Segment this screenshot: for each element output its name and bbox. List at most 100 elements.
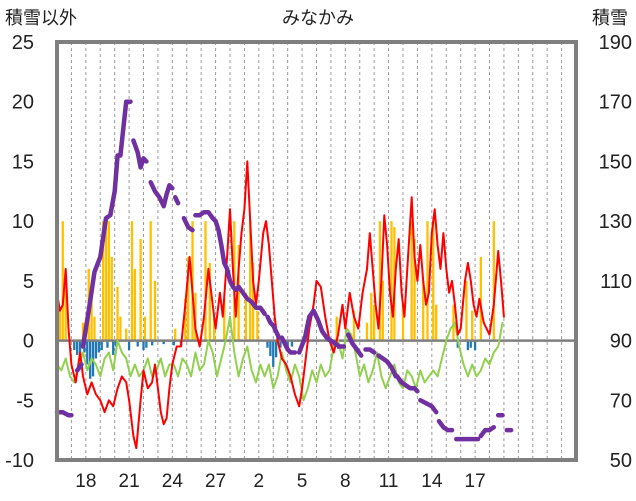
snowfall_bars-bar (365, 322, 369, 341)
snow_depth-line (181, 215, 195, 233)
snowfall_bars-bar (237, 245, 240, 341)
left-axis-ticks: 25 20 15 10 5 0 -5 -10 (5, 32, 34, 472)
left-axis-label: 積雪以外 (5, 8, 77, 29)
precip_bars-bar (106, 340, 109, 348)
snowfall_bars-bar (174, 328, 177, 341)
precip_bars-bar (473, 340, 477, 351)
snow_depth-line (345, 332, 364, 358)
precip_bars-bar (94, 340, 98, 359)
precip_bars-bar (76, 340, 79, 355)
precip_bars-bar (162, 340, 165, 345)
snowfall_bars-bar (465, 280, 468, 341)
snowfall_bars-bar (107, 221, 111, 341)
snowfall_bars-bar (143, 316, 147, 341)
snowfall_bars-bar (492, 221, 495, 341)
precip_bars-bar (112, 340, 115, 355)
precip_bars-bar (114, 340, 118, 347)
snowfall_bars-bar (104, 227, 108, 341)
precip_bars-bar (279, 340, 282, 348)
snowfall_bars-bar (378, 221, 382, 341)
snowfall_bars-bar (110, 256, 113, 341)
snow_depth-line (148, 180, 175, 209)
snow_depth-line (80, 99, 133, 349)
x-tick-label: 5 (297, 471, 308, 492)
snowfall_bars-bar (81, 322, 85, 341)
precip_bars-bar (269, 340, 272, 357)
precip_bars-bar (172, 340, 175, 346)
precip_bars-bar (145, 340, 148, 348)
snowfall_bars-bar (413, 239, 416, 341)
snowfall_bars-bar (93, 316, 96, 341)
x-tick-label: 17 (465, 471, 486, 492)
snowfall_bars-bar (139, 239, 142, 341)
precip_bars-bar (290, 340, 294, 347)
left-tick-label: 25 (12, 32, 34, 54)
right-tick-label: 190 (599, 32, 632, 54)
snow_depth-line (436, 418, 455, 433)
snowfall_bars-bar (249, 221, 252, 341)
left-tick-label: -10 (5, 450, 34, 472)
right-tick-label: 90 (610, 331, 632, 353)
right-tick-label: 110 (600, 271, 632, 293)
snowfall_bars-bar (187, 256, 190, 341)
x-tick-label: 2 (254, 471, 265, 492)
snowfall_bars-bar (256, 310, 259, 341)
right-tick-label: 50 (610, 450, 632, 472)
precip_bars-bar (136, 340, 139, 347)
x-tick-label: 8 (340, 471, 351, 492)
precip_bars-bar (91, 340, 95, 377)
right-tick-label: 170 (599, 92, 632, 114)
snowfall_bars-bar (153, 280, 157, 341)
left-tick-label: 15 (12, 151, 34, 173)
snowfall_bars-bar (352, 310, 356, 341)
right-tick-label: 70 (610, 390, 632, 412)
snowfall_bars-bar (401, 304, 405, 341)
snowfall_bars-bar (133, 268, 137, 341)
precip_bars-bar (73, 340, 76, 351)
snowfall_bars-bar (244, 292, 248, 341)
plot-frame (55, 40, 578, 462)
x-tick-label: 24 (162, 471, 184, 492)
snow_depth-line (478, 424, 497, 439)
snowfall_bars-bar (381, 280, 384, 341)
snowfall_bars-bar (64, 274, 67, 341)
precip_bars-bar (469, 340, 472, 348)
snowfall_bars-bar (212, 316, 216, 341)
precip_bars-bar (266, 340, 269, 348)
snowfall_bars-bar (435, 304, 438, 341)
left-tick-label: 20 (12, 92, 34, 114)
temp_max-line (56, 160, 505, 450)
chart-title: みなかみ (282, 8, 354, 29)
x-axis-ticks: 18 21 24 27 2 5 8 11 14 17 (75, 471, 485, 492)
precip_bars-bar (272, 340, 275, 367)
snowfall_bars-bar (101, 221, 105, 341)
snowfall_bars-bar (184, 298, 187, 341)
x-tick-label: 21 (119, 471, 140, 492)
left-tick-label: 5 (23, 271, 34, 293)
snowfall_bars-bar (149, 221, 152, 341)
snowfall_bars-bar (432, 221, 435, 341)
right-tick-label: 150 (599, 151, 632, 173)
snowfall_bars-bar (471, 310, 474, 341)
snowfall_bars-bar (479, 256, 483, 341)
precip_bars-bar (86, 340, 89, 365)
snow_depth-line (296, 308, 347, 355)
snow_depth-line (131, 138, 149, 170)
snowfall_bars-bar (373, 304, 376, 341)
grid-layer (70, 42, 563, 460)
snow_depth-line (363, 347, 377, 355)
x-tick-label: 27 (205, 471, 226, 492)
snowfall_bars-bar (452, 304, 455, 341)
snowfall_bars-bar (90, 298, 93, 341)
x-tick-label: 14 (421, 471, 443, 492)
left-tick-label: 0 (23, 331, 34, 353)
snow_depth-line (74, 362, 84, 373)
precip_bars-bar (127, 340, 131, 351)
snowfall_bars-bar (370, 292, 373, 341)
snow_depth-line (265, 314, 282, 340)
snow_depth-line (394, 374, 420, 394)
precip_bars-bar (274, 340, 278, 358)
precip_bars-bar (142, 340, 145, 351)
snow_depth-line (54, 409, 74, 418)
